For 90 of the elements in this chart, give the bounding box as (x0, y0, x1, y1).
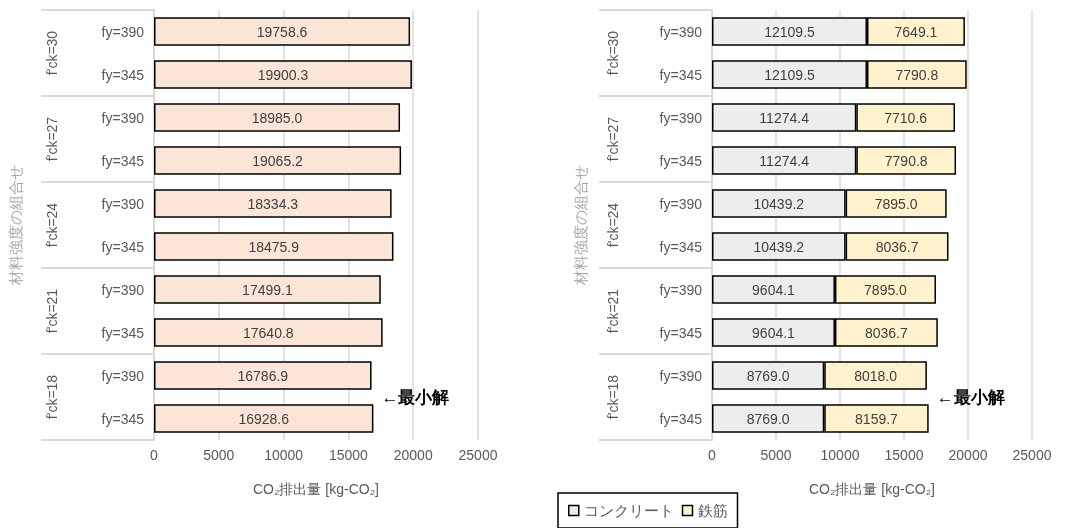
data-label: 19758.6 (256, 23, 308, 40)
data-label: 19900.3 (257, 66, 309, 83)
data-label: 16786.9 (237, 367, 289, 384)
x-tick-label: 5000 (760, 447, 792, 463)
x-tick-label: 5000 (203, 447, 235, 463)
data-label: 7790.8 (895, 66, 939, 83)
data-label: 10439.2 (753, 238, 805, 255)
legend-label: 鉄筋 (697, 502, 728, 519)
y-tick-label: fy=345 (659, 66, 703, 83)
x-axis-title: CO₂排出量 [kg-CO₂] (253, 481, 379, 497)
x-tick-label: 0 (708, 447, 717, 463)
data-label: 16928.6 (238, 410, 290, 427)
data-label: 7895.0 (874, 195, 918, 212)
annotation: ←最小解 (936, 387, 1005, 407)
y-tick-label: fy=390 (659, 195, 703, 212)
data-label: 8769.0 (746, 367, 790, 384)
text: f'ck=21 (605, 288, 621, 334)
x-tick-label: 20000 (393, 447, 433, 463)
y-tick-label: fy=345 (659, 324, 703, 341)
x-tick-label: 20000 (948, 447, 988, 463)
y-tick-label: fy=345 (101, 66, 145, 83)
text: f'ck=18 (605, 374, 621, 420)
x-tick-label: 25000 (1012, 447, 1052, 463)
data-label: 9604.1 (752, 281, 796, 298)
y-tick-label: fy=345 (101, 152, 145, 169)
data-label: 8018.0 (854, 367, 898, 384)
y-tick-label: fy=345 (101, 324, 145, 341)
text: f'ck=27 (44, 116, 60, 162)
bar (154, 318, 383, 347)
data-label: 17640.8 (243, 324, 294, 341)
data-label: 18334.3 (247, 195, 299, 212)
data-label: 8159.7 (855, 410, 899, 427)
x-tick-label: 15000 (884, 447, 924, 463)
bar (154, 404, 374, 433)
y-tick-label: fy=390 (101, 23, 145, 40)
bar (154, 275, 381, 304)
text: f'ck=24 (605, 202, 621, 248)
data-label: 7895.0 (864, 281, 908, 298)
x-tick-label: 10000 (264, 447, 304, 463)
annotation: ←最小解 (381, 387, 450, 407)
y-tick-label: fy=390 (101, 109, 145, 126)
bar (154, 17, 411, 46)
text: f'ck=30 (44, 30, 60, 76)
y-axis-title: 材料強度の組合せ (7, 165, 24, 286)
y-tick-label: fy=345 (659, 152, 703, 169)
y-axis-title: 材料強度の組合せ (572, 165, 589, 286)
y-tick-label: fy=345 (659, 238, 703, 255)
x-tick-label: 25000 (458, 447, 498, 463)
data-label: 7790.8 (884, 152, 928, 169)
bar (154, 189, 392, 218)
data-label: 7710.6 (884, 109, 928, 126)
text: f'ck=30 (605, 30, 621, 76)
data-label: 19065.2 (252, 152, 304, 169)
data-label: 18985.0 (251, 109, 303, 126)
bar (154, 103, 401, 132)
bar (154, 232, 394, 261)
data-label: 10439.2 (753, 195, 805, 212)
text: f'ck=21 (44, 288, 60, 334)
y-tick-label: fy=345 (101, 410, 145, 427)
data-label: 7649.1 (894, 23, 938, 40)
data-label: 8036.7 (875, 238, 919, 255)
data-label: 9604.1 (752, 324, 796, 341)
y-tick-label: fy=390 (659, 281, 703, 298)
x-tick-label: 15000 (328, 447, 369, 463)
y-tick-label: fy=390 (659, 367, 703, 384)
legend-label: コンクリート (583, 502, 674, 519)
y-tick-label: fy=390 (101, 195, 145, 212)
x-tick-label: 0 (150, 447, 159, 463)
y-tick-label: fy=390 (101, 281, 145, 298)
data-label: 11274.4 (759, 152, 810, 169)
data-label: 11274.4 (759, 109, 810, 126)
x-axis-title: CO₂排出量 [kg-CO₂] (809, 481, 935, 497)
data-label: 12109.5 (764, 66, 816, 83)
data-label: 17499.1 (242, 281, 293, 298)
text: f'ck=24 (44, 202, 60, 248)
data-label: 18475.9 (248, 238, 300, 255)
text: f'ck=18 (44, 374, 60, 420)
bar (154, 146, 402, 175)
bar (154, 60, 412, 89)
y-tick-label: fy=390 (659, 23, 703, 40)
text: f'ck=27 (605, 116, 621, 162)
data-label: 12109.5 (764, 23, 816, 40)
x-tick-label: 10000 (820, 447, 860, 463)
y-tick-label: fy=345 (659, 410, 703, 427)
y-tick-label: fy=345 (101, 238, 145, 255)
y-tick-label: fy=390 (101, 367, 145, 384)
y-tick-label: fy=390 (659, 109, 703, 126)
data-label: 8769.0 (746, 410, 790, 427)
bar (154, 361, 372, 390)
data-label: 8036.7 (864, 324, 908, 341)
